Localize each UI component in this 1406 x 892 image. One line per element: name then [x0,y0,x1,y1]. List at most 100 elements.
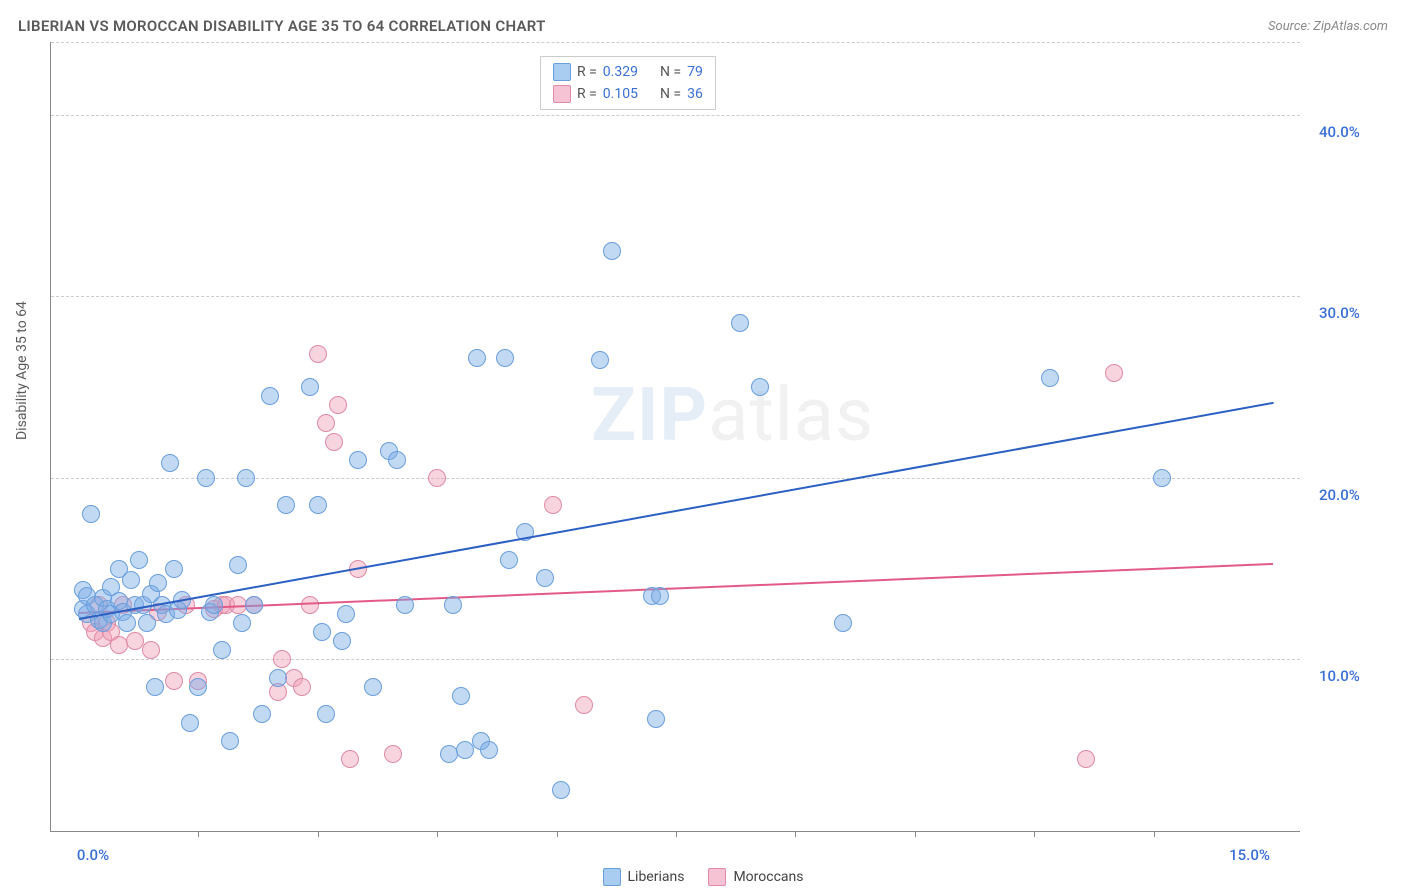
data-point [651,587,669,605]
swatch-moroccans [708,868,726,886]
data-point [269,669,287,687]
swatch-liberians [603,868,621,886]
x-tick [1154,831,1155,837]
data-point [213,641,231,659]
data-point [181,714,199,732]
data-point [273,650,291,668]
data-point [500,551,518,569]
data-point [731,314,749,332]
r-label: R = [577,86,597,102]
data-point [1153,469,1171,487]
x-tick [676,831,677,837]
gridline [51,42,1300,43]
data-point [341,750,359,768]
legend-label-moroccans: Moroccans [733,869,803,885]
scatter-plot: ZIPatlas 10.0%20.0%30.0%40.0%0.0%15.0% [50,42,1300,832]
data-point [396,596,414,614]
data-point [364,678,382,696]
data-point [138,614,156,632]
legend-item-moroccans: Moroccans [708,868,803,886]
watermark-atlas: atlas [708,372,874,459]
series-legend: Liberians Moroccans [0,868,1406,886]
n-label: N = [660,86,681,102]
legend-row-moroccans: R = 0.105 N = 36 [553,83,703,105]
watermark: ZIPatlas [591,372,874,459]
data-point [301,378,319,396]
data-point [575,696,593,714]
data-point [313,623,331,641]
x-tick [795,831,796,837]
data-point [496,349,514,367]
x-tick-label: 0.0% [77,846,109,864]
data-point [480,741,498,759]
x-tick [557,831,558,837]
r-value-moroccans: 0.105 [603,86,638,102]
source-attribution: Source: ZipAtlas.com [1268,19,1388,34]
y-tick-label: 40.0% [1319,123,1360,141]
legend-row-liberians: R = 0.329 N = 79 [553,61,703,83]
x-tick [318,831,319,837]
data-point [165,672,183,690]
data-point [146,678,164,696]
gridline [51,115,1300,116]
chart-area: ZIPatlas 10.0%20.0%30.0%40.0%0.0%15.0% R… [50,42,1300,832]
data-point [253,705,271,723]
correlation-legend: R = 0.329 N = 79 R = 0.105 N = 36 [540,56,716,110]
data-point [751,378,769,396]
y-tick-label: 10.0% [1319,667,1360,685]
y-tick-label: 30.0% [1319,304,1360,322]
data-point [647,710,665,728]
watermark-zip: ZIP [591,372,708,459]
data-point [205,596,223,614]
data-point [277,496,295,514]
data-point [456,741,474,759]
data-point [329,396,347,414]
data-point [149,574,167,592]
chart-title: LIBERIAN VS MOROCCAN DISABILITY AGE 35 T… [18,17,546,35]
data-point [428,469,446,487]
data-point [333,632,351,650]
n-label: N = [660,64,681,80]
data-point [309,496,327,514]
data-point [1041,369,1059,387]
swatch-moroccans [553,85,571,103]
legend-item-liberians: Liberians [603,868,685,886]
r-value-liberians: 0.329 [603,64,638,80]
data-point [468,349,486,367]
data-point [261,387,279,405]
data-point [1077,750,1095,768]
data-point [221,732,239,750]
data-point [603,242,621,260]
data-point [337,605,355,623]
x-tick [198,831,199,837]
x-tick [1034,831,1035,837]
data-point [122,571,140,589]
data-point [233,614,251,632]
r-label: R = [577,64,597,80]
data-point [245,596,263,614]
data-point [325,433,343,451]
data-point [82,505,100,523]
data-point [309,345,327,363]
data-point [317,705,335,723]
data-point [301,596,319,614]
y-axis-label: Disability Age 35 to 64 [14,301,30,440]
data-point [384,745,402,763]
data-point [444,596,462,614]
data-point [118,614,136,632]
data-point [197,469,215,487]
x-tick [915,831,916,837]
data-point [237,469,255,487]
data-point [349,451,367,469]
data-point [834,614,852,632]
data-point [1105,364,1123,382]
data-point [544,496,562,514]
x-tick [437,831,438,837]
data-point [229,556,247,574]
data-point [452,687,470,705]
n-value-liberians: 79 [687,64,703,80]
data-point [591,351,609,369]
data-point [317,414,335,432]
data-point [536,569,554,587]
n-value-moroccans: 36 [687,86,703,102]
